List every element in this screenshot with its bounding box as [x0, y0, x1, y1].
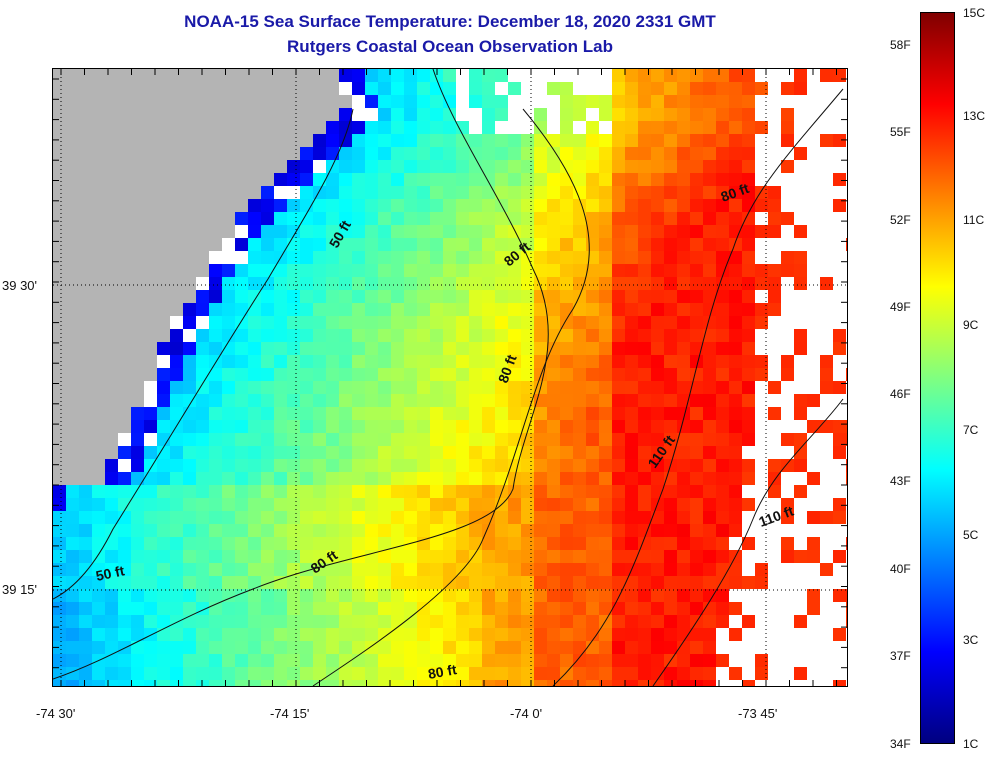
colorbar-fahrenheit-label: 55F — [890, 125, 911, 139]
colorbar-fahrenheit-label: 46F — [890, 387, 911, 401]
colorbar-fahrenheit-label: 52F — [890, 213, 911, 227]
sst-pixels — [53, 69, 847, 686]
depth-contour — [53, 108, 354, 600]
x-tick-label: -74 30' — [36, 706, 76, 721]
colorbar-celsius-label: 5C — [963, 528, 979, 542]
x-tick-label: -73 45' — [738, 706, 778, 721]
depth-contour — [312, 108, 590, 686]
colorbar-fahrenheit-label: 58F — [890, 38, 911, 52]
colorbar-fahrenheit-label: 43F — [890, 474, 911, 488]
temperature-colorbar — [920, 12, 955, 744]
colorbar-celsius-label: 11C — [963, 213, 985, 227]
colorbar-fahrenheit-label: 49F — [890, 300, 911, 314]
y-tick-label: 39 15' — [2, 582, 38, 597]
x-tick-label: -74 0' — [510, 706, 543, 721]
colorbar-celsius-label: 3C — [963, 633, 979, 647]
colorbar-celsius-label: 15C — [963, 6, 986, 20]
map-subtitle: Rutgers Coastal Ocean Observation Lab — [287, 37, 613, 56]
contour-label: 50 ft — [94, 562, 126, 584]
depth-contour — [53, 69, 549, 680]
colorbar-celsius-label: 1C — [963, 737, 979, 751]
map-title: NOAA-15 Sea Surface Temperature: Decembe… — [184, 12, 716, 31]
depth-contour — [652, 398, 844, 686]
colorbar-celsius-label: 9C — [963, 318, 979, 332]
colorbar-fahrenheit-label: 34F — [890, 737, 911, 751]
y-tick-label: 39 30' — [2, 278, 38, 293]
depth-contour — [552, 88, 844, 686]
colorbar-fahrenheit-label: 40F — [890, 562, 911, 576]
sst-map: 50 ft 50 ft 80 ft 80 ft 80 ft 80 ft 80 ft 110 f… — [52, 68, 848, 687]
contour-label: 80 ft — [427, 661, 458, 682]
colorbar-celsius-label: 13C — [963, 109, 986, 123]
colorbar-gradient — [921, 13, 954, 743]
colorbar-fahrenheit-label: 37F — [890, 649, 911, 663]
colorbar-celsius-label: 7C — [963, 423, 979, 437]
x-tick-label: -74 15' — [270, 706, 310, 721]
